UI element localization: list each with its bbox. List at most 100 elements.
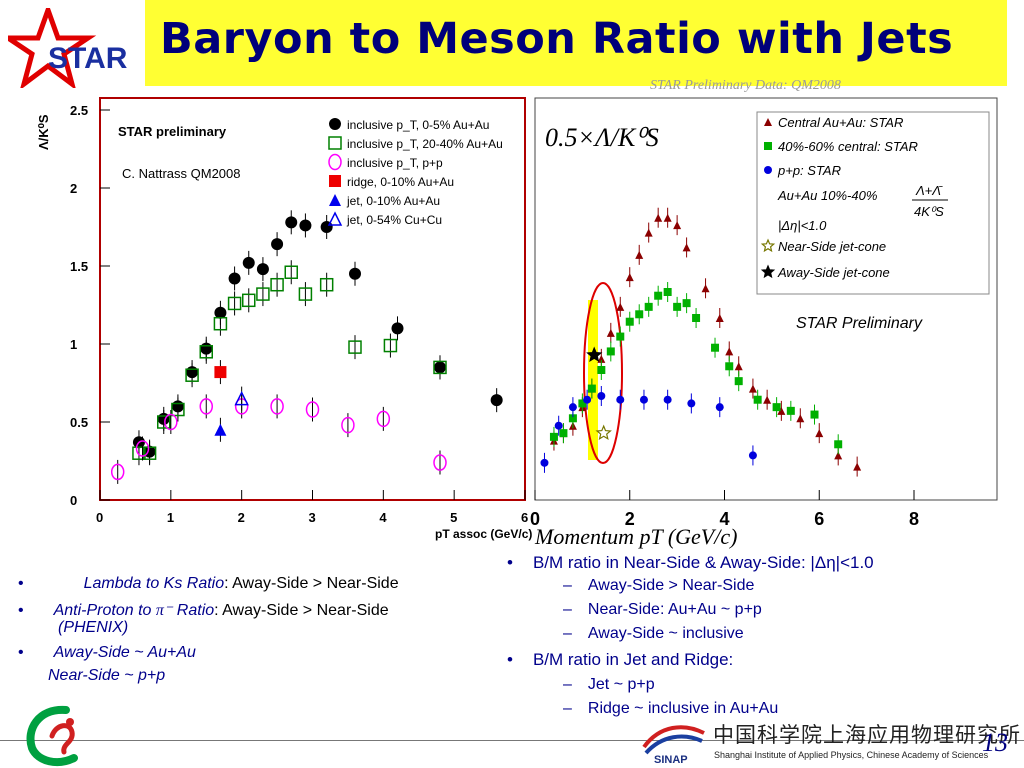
bullet-right-2: • B/M ratio in Jet and Ridge:	[507, 650, 734, 669]
institute-name-cn: 中国科学院上海应用物理研究所	[713, 723, 1021, 747]
right-point-s1	[725, 362, 734, 371]
right-point-s0	[853, 462, 862, 471]
right-point-s0	[734, 362, 743, 371]
left-point-s0	[490, 394, 503, 407]
title-bar	[145, 0, 1007, 86]
right-point-s1	[810, 410, 819, 419]
right-point-s1	[654, 291, 663, 300]
right-point-s1	[663, 288, 672, 296]
right-legend-box	[756, 111, 990, 295]
left-plot-ylabel: Λ/K⁰S	[36, 114, 51, 150]
left-legend-marker	[328, 136, 342, 150]
right-xtick-label: 2	[625, 509, 635, 529]
right-point-s1	[673, 302, 682, 311]
left-legend-marker	[329, 175, 341, 187]
right-point-s1	[753, 395, 762, 404]
right-point-s1	[786, 406, 795, 415]
right-point-s0	[625, 273, 634, 282]
right-point-s1	[692, 314, 701, 322]
right-point-s1	[625, 317, 634, 326]
right-point-s0	[663, 213, 672, 222]
left-point-s1	[319, 277, 334, 292]
right-point-s0	[815, 429, 824, 438]
right-point-s0	[796, 414, 805, 423]
right-legend-label: p+p: STAR	[777, 163, 841, 178]
left-plot-title: STAR preliminary	[118, 124, 227, 139]
right-point-s0	[834, 451, 843, 460]
left-point-s0	[299, 219, 312, 232]
bullet-left-3-a: Away-Side ~ Au+Au	[53, 644, 196, 661]
left-point-s2	[376, 410, 391, 428]
right-legend-extra-2: |Δη|<1.0	[778, 218, 827, 233]
right-point-s1	[734, 377, 743, 386]
star-logo: STAR	[8, 8, 128, 88]
right-point-s1	[635, 310, 644, 319]
right-point-s1	[616, 332, 625, 341]
right-point-s2	[616, 395, 625, 404]
right-legend-frac-num: Λ+Λ̄	[915, 183, 943, 198]
bullet-right-2-sub2: – Ridge ~ inclusive in Au+Au	[563, 700, 779, 717]
left-point-s1	[298, 287, 313, 301]
right-point-s0	[673, 221, 682, 230]
left-legend-label: inclusive p_T, p+p	[347, 156, 443, 170]
right-point-s0	[701, 284, 710, 293]
left-plot-axes: 0 1 2 3 4 5 6 0 0.5 1 1.5 2 2.5	[70, 103, 528, 525]
bullet-left-3-cont: Near-Side ~ p+p	[48, 667, 166, 684]
cas-logo	[26, 705, 78, 767]
bullet-right-1-sub3: – Away-Side ~ inclusive	[563, 625, 744, 642]
left-point-s1	[171, 402, 185, 417]
bullet-left-1: • Lambda to Ks Ratio: Away-Side > Near-Si…	[18, 575, 399, 592]
right-plot-points	[540, 207, 862, 477]
right-point-s0	[763, 395, 772, 404]
right-point-s1	[772, 403, 781, 412]
left-point-s1	[383, 338, 398, 353]
left-point-s1	[348, 340, 362, 354]
left-point-s5	[234, 390, 249, 406]
right-plot-title: 0.5×Λ/K⁰S	[545, 123, 659, 152]
left-plot-annotation: C. Nattrass QM2008	[122, 166, 241, 181]
right-point-s2	[663, 395, 672, 404]
left-point-s0	[271, 238, 284, 251]
left-point-s1	[142, 446, 157, 460]
left-legend-marker	[329, 118, 341, 130]
left-point-s1	[157, 415, 171, 429]
left-ytick-label: 2.5	[70, 103, 88, 118]
left-point-s1	[242, 293, 256, 308]
left-point-s2	[341, 416, 355, 434]
sinap-logo: SINAP	[642, 725, 705, 765]
right-point-s0	[682, 243, 691, 252]
right-point-s1	[711, 343, 720, 352]
right-legend-extra-1: Au+Au 10%-40%	[777, 188, 877, 203]
left-legend-label: inclusive p_T, 0-5% Au+Au	[347, 118, 489, 132]
left-legend-label: jet, 0-54% Cu+Cu	[346, 213, 442, 227]
highlight-ellipse	[583, 282, 623, 464]
left-xtick-label: 0	[96, 510, 103, 525]
left-legend-label: ridge, 0-10% Au+Au	[347, 175, 454, 189]
left-point-s0	[391, 322, 404, 335]
sinap-label: SINAP	[654, 754, 688, 765]
right-point-s2	[715, 403, 724, 412]
right-point-s0	[644, 228, 653, 237]
left-xtick-label: 4	[379, 510, 387, 525]
right-xtick-label: 8	[909, 509, 919, 529]
right-legend-label: Central Au+Au: STAR	[778, 115, 903, 130]
left-point-s2	[270, 398, 284, 415]
left-xtick-label: 1	[167, 510, 174, 525]
left-point-s0	[242, 256, 255, 269]
right-plot-axes: 0 2 4 6 8	[530, 490, 919, 529]
left-ytick-label: 2	[70, 181, 77, 196]
right-point-s1	[549, 432, 558, 441]
left-plot-xlabel: pT assoc (GeV/c)	[435, 527, 532, 541]
bullet-right-1-sub3-text: Away-Side ~ inclusive	[587, 625, 744, 642]
right-point-s2	[597, 392, 606, 400]
institute-name-en: Shanghai Institute of Applied Physics, C…	[714, 750, 989, 760]
left-xtick-label: 2	[238, 510, 245, 525]
right-point-s0	[777, 406, 786, 415]
right-legend-label: Away-Side jet-cone	[777, 265, 890, 280]
right-point-s0	[635, 250, 644, 259]
near-away-highlight	[588, 300, 598, 460]
left-legend-marker	[328, 153, 342, 171]
left-point-s2	[164, 413, 178, 431]
right-point-s1	[578, 399, 587, 408]
page-number: 13	[982, 728, 1008, 757]
